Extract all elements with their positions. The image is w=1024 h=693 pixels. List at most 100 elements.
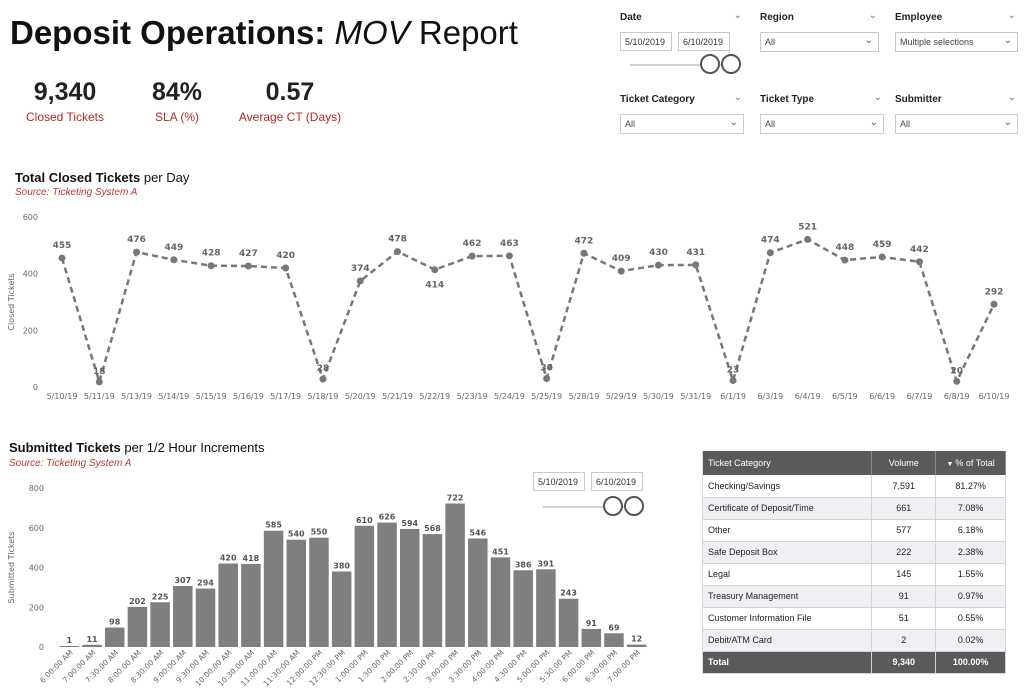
- bar-date-slider-track[interactable]: [543, 506, 643, 508]
- table-header-row: Ticket Category Volume ▼ % of Total: [701, 451, 1006, 475]
- employee-filter[interactable]: Employee ⌄ Multiple selections ⌄: [895, 10, 1018, 52]
- x-tick-label: 6/6/19: [869, 392, 895, 401]
- data-label: 546: [469, 528, 486, 537]
- submitter-filter[interactable]: Submitter ⌄ All ⌄: [895, 92, 1018, 134]
- bar: [309, 537, 329, 647]
- chevron-down-icon[interactable]: ⌄: [733, 92, 742, 103]
- cell-total-percent: 100.00%: [935, 651, 1006, 674]
- date-filter: Date ⌄: [620, 10, 744, 32]
- table-row[interactable]: Treasury Management 91 0.97%: [701, 585, 1006, 608]
- x-tick-label: 5/29/19: [606, 392, 637, 401]
- data-point: [617, 267, 625, 275]
- bar-date-slider-start-handle[interactable]: [603, 496, 623, 516]
- cell-volume: 145: [871, 563, 937, 586]
- bar: [445, 503, 465, 647]
- data-label: 451: [492, 547, 509, 556]
- data-label: 585: [265, 521, 282, 530]
- data-point: [692, 261, 700, 269]
- data-label: 472: [575, 236, 594, 246]
- chevron-down-icon[interactable]: ⌄: [868, 10, 877, 21]
- y-tick-label: 200: [23, 326, 38, 335]
- data-point: [95, 378, 103, 386]
- data-label: 386: [515, 560, 532, 569]
- column-header-volume[interactable]: Volume: [871, 451, 937, 475]
- chevron-down-icon[interactable]: ⌄: [1007, 92, 1016, 103]
- column-header-category[interactable]: Ticket Category: [701, 451, 873, 475]
- date-end-input[interactable]: 6/10/2019: [678, 32, 730, 51]
- date-start-input[interactable]: 5/10/2019: [620, 32, 672, 51]
- bar-date-slider-end-handle[interactable]: [624, 496, 644, 516]
- bar-date-end-input[interactable]: 6/10/2019: [591, 472, 643, 491]
- region-filter[interactable]: Region ⌄ All ⌄: [760, 10, 879, 52]
- bar-chart-title-bold: Submitted Tickets: [9, 440, 121, 455]
- date-slider-track[interactable]: [630, 64, 730, 66]
- cell-volume: 661: [871, 497, 937, 520]
- data-point: [58, 254, 66, 262]
- y-tick-label: 600: [23, 213, 38, 222]
- table-row[interactable]: Other 577 6.18%: [701, 519, 1006, 542]
- x-tick-label: 5/28/19: [568, 392, 599, 401]
- table-row[interactable]: Legal 145 1.55%: [701, 563, 1006, 586]
- bar: [195, 588, 216, 647]
- column-header-percent[interactable]: ▼ % of Total: [935, 451, 1006, 475]
- data-label: 610: [356, 516, 373, 525]
- chevron-down-icon[interactable]: ⌄: [873, 92, 882, 103]
- data-point: [319, 375, 327, 383]
- cell-category: Customer Information File: [701, 607, 873, 630]
- bar: [331, 571, 352, 647]
- data-label: 430: [649, 248, 668, 258]
- table-row[interactable]: Safe Deposit Box 222 2.38%: [701, 541, 1006, 564]
- kpi-value: 9,340: [33, 78, 97, 106]
- title-rest: Report: [418, 14, 518, 51]
- employee-select[interactable]: Multiple selections ⌄: [895, 32, 1018, 52]
- data-label: 442: [910, 245, 929, 255]
- data-point: [394, 248, 402, 256]
- data-label: 594: [401, 519, 418, 528]
- data-label: 521: [798, 222, 817, 232]
- kpi-value: 0.57: [265, 78, 315, 106]
- x-tick-label: 5/21/19: [382, 392, 413, 401]
- chevron-down-icon[interactable]: ⌄: [733, 10, 742, 21]
- bar-date-start-input[interactable]: 5/10/2019: [533, 472, 585, 491]
- kpi-value: 84%: [151, 78, 203, 106]
- bar: [468, 538, 488, 647]
- chevron-down-icon[interactable]: ⌄: [1007, 10, 1016, 21]
- kpi-sla: 84% SLA (%): [132, 78, 222, 124]
- table-row[interactable]: Debit/ATM Card 2 0.02%: [701, 629, 1006, 652]
- line-chart-title-bold: Total Closed Tickets: [15, 170, 141, 185]
- bar-chart-title: Submitted Tickets per 1/2 Hour Increment…: [9, 440, 265, 455]
- data-label: 420: [220, 554, 237, 563]
- ticket-type-select[interactable]: All ⌄: [760, 114, 884, 134]
- x-tick-label: 5/10/19: [47, 392, 78, 401]
- line-chart: Closed Tickets 0 200 400 600 5/10/19 5/11/19 5/…: [7, 213, 1009, 401]
- data-label: 294: [197, 579, 214, 588]
- kpi-label: Average CT (Days): [238, 110, 342, 124]
- bar: [150, 602, 170, 647]
- table-row[interactable]: Customer Information File 51 0.55%: [701, 607, 1006, 630]
- table-row[interactable]: Certificate of Deposit/Time 661 7.08%: [701, 497, 1006, 520]
- data-label: 463: [500, 239, 519, 249]
- line-chart-title-rest: per Day: [140, 170, 190, 185]
- region-select[interactable]: All ⌄: [760, 32, 879, 52]
- date-slider-start-handle[interactable]: [700, 54, 720, 74]
- y-tick-label: 800: [29, 484, 44, 493]
- ticket-category-filter[interactable]: Ticket Category ⌄ All ⌄: [620, 92, 744, 134]
- ticket-type-filter[interactable]: Ticket Type ⌄ All ⌄: [760, 92, 884, 134]
- bar: [241, 563, 261, 647]
- submitter-select[interactable]: All ⌄: [895, 114, 1018, 134]
- table-row[interactable]: Checking/Savings 7,591 81.27%: [701, 475, 1006, 498]
- data-label: 409: [612, 254, 631, 264]
- data-label: 550: [311, 528, 328, 537]
- date-slider-end-handle[interactable]: [721, 54, 741, 74]
- bar: [422, 534, 443, 647]
- cell-percent: 81.27%: [935, 475, 1006, 498]
- ticket-category-select[interactable]: All ⌄: [620, 114, 744, 134]
- title-italic: MOV: [334, 14, 410, 51]
- data-label: 18: [93, 367, 106, 377]
- submitter-select-value: All: [900, 119, 911, 129]
- data-point: [543, 375, 551, 382]
- bar: [59, 646, 80, 647]
- data-point: [431, 266, 439, 274]
- bar: [286, 539, 307, 647]
- series-line: [60, 238, 996, 387]
